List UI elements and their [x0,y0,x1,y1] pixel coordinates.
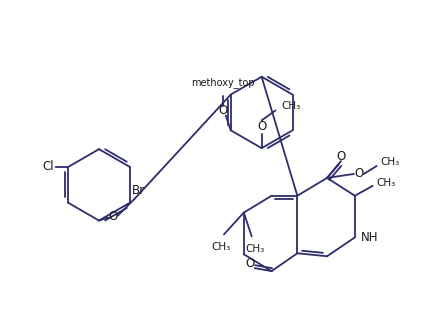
Text: methoxy_top: methoxy_top [191,77,255,88]
Text: CH₃: CH₃ [282,101,301,111]
Text: O: O [108,210,118,223]
Text: O: O [354,167,364,180]
Text: NH: NH [361,231,378,244]
Text: CH₃: CH₃ [381,157,400,167]
Text: O: O [245,257,254,270]
Text: O: O [218,104,228,117]
Text: CH₃: CH₃ [377,178,396,188]
Text: CH₃: CH₃ [211,242,231,252]
Text: Cl: Cl [43,161,54,173]
Text: CH₃: CH₃ [245,244,264,254]
Text: Br: Br [132,184,145,197]
Text: O: O [336,150,346,163]
Text: O: O [257,120,266,133]
